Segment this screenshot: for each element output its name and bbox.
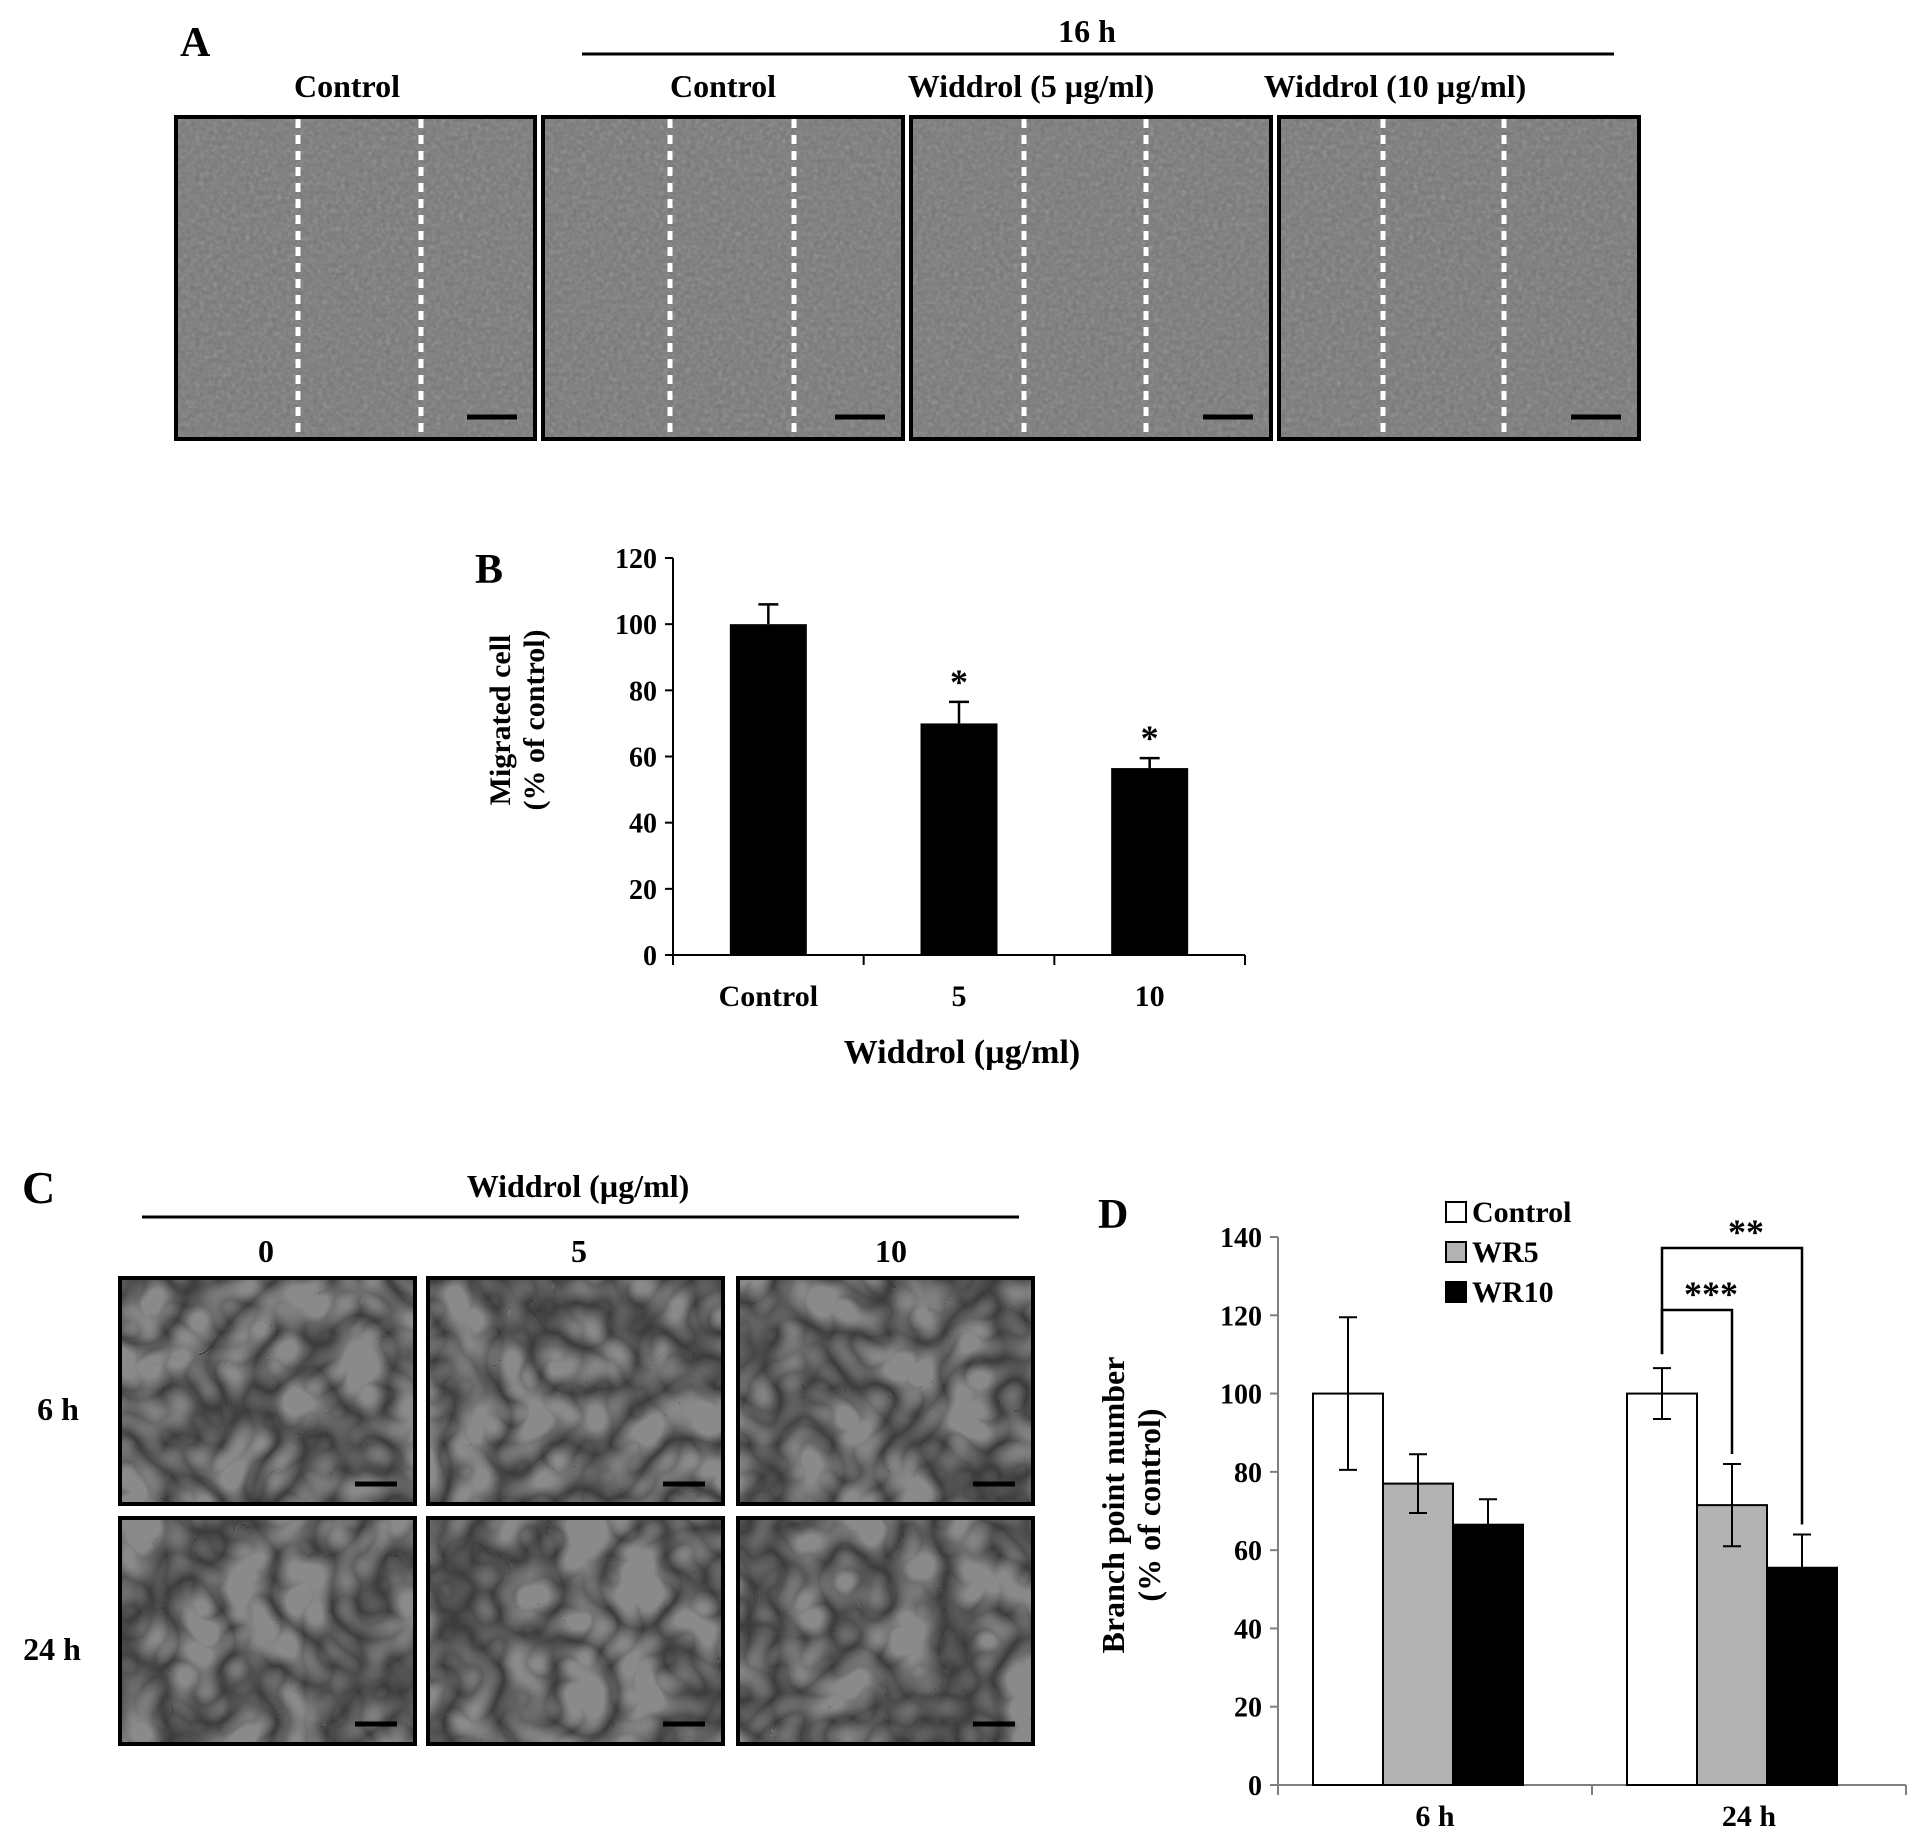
micrograph-a-texture-2 — [543, 117, 903, 439]
significance-bracket — [1660, 1308, 1734, 1455]
panel-a-group-label: 16 h — [1058, 13, 1116, 49]
panel-c-col-label-1: 0 — [258, 1233, 274, 1269]
significance-mark: *** — [1684, 1274, 1738, 1314]
bar-Control-24 h — [1626, 1392, 1698, 1786]
y-axis-title-line-2: (% of control) — [1131, 1408, 1167, 1601]
micrograph-a-texture-4 — [1279, 117, 1639, 439]
panel-c-row-label-1: 6 h — [37, 1391, 79, 1427]
x-axis-title: Widdrol (µg/ml) — [844, 1034, 1081, 1071]
legend-swatch — [1445, 1281, 1467, 1303]
bar-WR10-24 h — [1766, 1566, 1838, 1787]
y-tick-label: 60 — [629, 743, 657, 774]
legend-label: WR5 — [1472, 1236, 1539, 1269]
panel-a: A 16 h Control Control Widdrol (5 µg/ml)… — [174, 13, 1641, 441]
y-axis-title: Migrated cell (% of control) — [484, 629, 551, 810]
y-tick-label: 20 — [1234, 1693, 1262, 1724]
legend-swatch — [1445, 1241, 1467, 1263]
panel-c: C Widdrol (µg/ml) 0 5 10 6 h 24 h — [22, 1162, 1035, 1746]
bar-10 — [1111, 768, 1189, 955]
micrograph-c-border-6 — [736, 1516, 1035, 1746]
bar-WR5-6 h — [1382, 1482, 1454, 1786]
legend-label: Control — [1472, 1196, 1571, 1229]
micrograph-c-border-5 — [426, 1516, 725, 1746]
y-tick-label: 0 — [643, 941, 657, 972]
significance-mark: * — [950, 662, 968, 702]
panel-b: B 0 20 40 60 80 100 120 Control * 5 * 10 Widdrol (µg… — [475, 544, 1246, 1071]
y-tick-label: 20 — [629, 875, 657, 906]
y-tick-label: 80 — [629, 676, 657, 707]
y-axis-title-line-1: Migrated cell — [484, 635, 517, 806]
panel-a-label-2: Control — [670, 68, 776, 104]
bar-WR10-6 h — [1452, 1523, 1524, 1786]
panel-c-micrographs — [118, 1276, 1035, 1746]
legend-swatch — [1445, 1201, 1467, 1223]
panel-a-label-3: Widdrol (5 µg/ml) — [908, 68, 1155, 104]
panel-c-group-label: Widdrol (µg/ml) — [467, 1168, 690, 1204]
micrograph-a-texture-1 — [176, 117, 535, 439]
panel-c-row-label-2: 24 h — [23, 1631, 81, 1667]
y-tick-label: 140 — [1220, 1223, 1262, 1254]
micrograph-a-border-4 — [1277, 115, 1641, 441]
significance-bracket — [1660, 1246, 1804, 1525]
x-tick-label: 10 — [1135, 980, 1165, 1013]
micrograph-c-network-5 — [428, 1518, 723, 1744]
significance-mark: ** — [1728, 1212, 1764, 1252]
panel-a-label-4: Widdrol (10 µg/ml) — [1264, 68, 1527, 104]
y-tick-label: 80 — [1234, 1458, 1262, 1489]
bar-WR5-24 h — [1696, 1504, 1768, 1786]
y-axis-title-line-1: Branch point number — [1095, 1357, 1131, 1654]
y-tick-label: 0 — [1248, 1771, 1262, 1802]
y-tick-label: 40 — [1234, 1614, 1262, 1645]
panel-c-col-label-3: 10 — [875, 1233, 907, 1269]
micrograph-c-network-1 — [120, 1278, 415, 1504]
x-tick-label: 6 h — [1415, 1800, 1455, 1833]
micrograph-c-network-2 — [428, 1278, 723, 1504]
micrograph-c-border-2 — [426, 1276, 725, 1506]
panel-c-letter: C — [22, 1162, 55, 1213]
x-tick-label: 5 — [952, 980, 967, 1013]
micrograph-c-border-1 — [118, 1276, 417, 1506]
micrograph-c-network-4 — [120, 1518, 415, 1744]
y-tick-label: 100 — [615, 610, 657, 641]
bar-Control — [729, 624, 807, 955]
micrograph-a-border-1 — [174, 115, 537, 441]
x-tick-label: Control — [719, 980, 818, 1013]
y-tick-label: 40 — [629, 809, 657, 840]
y-tick-label: 120 — [1220, 1301, 1262, 1332]
micrograph-a-border-2 — [541, 115, 905, 441]
y-axis-title: Branch point number (% of control) — [1095, 1357, 1167, 1654]
micrograph-a-border-3 — [909, 115, 1273, 441]
x-tick-label: 24 h — [1722, 1800, 1777, 1833]
micrograph-a-texture-3 — [911, 117, 1271, 439]
micrograph-c-network-3 — [738, 1278, 1033, 1504]
y-tick-label: 120 — [615, 544, 657, 575]
micrograph-c-network-6 — [738, 1518, 1033, 1744]
y-tick-label: 100 — [1220, 1380, 1262, 1411]
significance-mark: * — [1141, 718, 1159, 758]
panel-c-col-label-2: 5 — [571, 1233, 587, 1269]
y-axis-title-line-2: (% of control) — [518, 629, 551, 810]
panel-a-label-1: Control — [294, 68, 400, 104]
chart-b: 0 20 40 60 80 100 120 Control * 5 * 10 Widdrol (µg/m… — [484, 544, 1246, 1071]
legend-label: WR10 — [1472, 1276, 1554, 1309]
micrograph-c-border-4 — [118, 1516, 417, 1746]
panel-a-micrographs — [174, 115, 1641, 441]
panel-b-letter: B — [475, 547, 503, 593]
bar-5 — [920, 723, 998, 955]
panel-d-letter: D — [1098, 1192, 1128, 1238]
panel-a-letter: A — [180, 20, 211, 66]
y-tick-label: 60 — [1234, 1536, 1262, 1567]
micrograph-c-border-3 — [736, 1276, 1035, 1506]
